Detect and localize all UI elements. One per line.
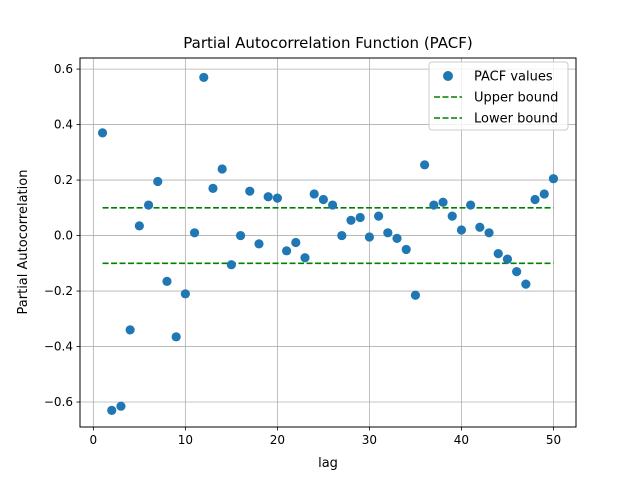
plot-area-frame [79, 57, 577, 428]
y-tick-label: 0.0 [54, 229, 73, 243]
pacf-point [521, 279, 531, 289]
pacf-point [328, 200, 338, 210]
y-tick-label: −0.6 [44, 395, 73, 409]
pacf-point [475, 222, 485, 232]
grid [80, 58, 576, 427]
y-tick-label: 0.6 [54, 62, 73, 76]
pacf-point [539, 189, 549, 199]
bound-lines [102, 207, 554, 265]
y-axis-ticks: −0.6 −0.4 −0.2 0.0 0.2 0.4 0.6 [44, 62, 80, 409]
pacf-point [97, 128, 108, 138]
y-tick-label: 0.4 [54, 118, 73, 132]
pacf-point [318, 194, 328, 205]
pacf-point [502, 254, 513, 264]
pacf-point [134, 221, 144, 231]
pacf-point [420, 160, 430, 170]
pacf-point [512, 267, 522, 277]
pacf-point [281, 246, 292, 256]
pacf-point [456, 225, 467, 235]
pacf-point [346, 215, 356, 225]
pacf-point [364, 232, 375, 242]
pacf-point [410, 290, 421, 300]
pacf-point [116, 401, 126, 411]
legend-label-lower: Lower bound [474, 112, 558, 127]
pacf-point [383, 228, 393, 238]
pacf-point [447, 211, 457, 221]
pacf-point [291, 237, 301, 248]
pacf-point [337, 230, 347, 241]
pacf-point [263, 192, 273, 202]
pacf-point [162, 276, 172, 286]
pacf-point [401, 244, 411, 255]
pacf-point [548, 174, 559, 184]
y-tick-label: −0.4 [44, 340, 73, 354]
pacf-point [374, 211, 384, 221]
pacf-point [153, 176, 163, 187]
pacf-point [226, 260, 236, 270]
legend-box [428, 61, 569, 131]
pacf-point [309, 189, 319, 199]
pacf-point [300, 253, 310, 263]
pacf-point [272, 193, 282, 203]
pacf-point [217, 164, 227, 174]
pacf-point [392, 233, 402, 243]
pacf-point [189, 228, 200, 238]
legend-label-upper: Upper bound [474, 91, 558, 106]
y-tick-label: −0.2 [44, 284, 73, 298]
pacf-point [466, 200, 476, 210]
x-tick-label: 20 [270, 433, 285, 447]
legend-marker-pacf [443, 71, 453, 81]
pacf-point [530, 194, 540, 205]
x-tick-label: 50 [546, 433, 561, 447]
x-axis-ticks: 0 10 20 30 40 50 [90, 427, 561, 447]
pacf-points [97, 72, 559, 415]
pacf-point [208, 183, 218, 193]
x-axis-label: lag [318, 456, 338, 471]
x-tick-label: 40 [454, 433, 469, 447]
legend-label-pacf: PACF values [474, 70, 553, 85]
y-tick-label: 0.2 [54, 173, 73, 187]
chart-title: Partial Autocorrelation Function (PACF) [183, 34, 472, 52]
x-tick-label: 30 [362, 433, 377, 447]
pacf-point [429, 200, 439, 210]
y-axis-label: Partial Autocorrelation [16, 170, 31, 315]
pacf-point [355, 212, 365, 223]
legend: PACF values Upper bound Lower bound [428, 61, 569, 131]
pacf-point [245, 186, 255, 196]
pacf-point [107, 405, 117, 415]
pacf-point [143, 200, 154, 210]
pacf-point [125, 325, 135, 335]
pacf-point [235, 230, 246, 241]
pacf-point [171, 332, 181, 342]
pacf-point [438, 197, 448, 207]
pacf-point [254, 239, 264, 249]
x-tick-label: 10 [178, 433, 193, 447]
pacf-point [484, 228, 494, 238]
x-tick-label: 0 [90, 433, 98, 447]
pacf-point [493, 248, 503, 259]
pacf-point [180, 289, 190, 299]
pacf-point [199, 72, 209, 83]
